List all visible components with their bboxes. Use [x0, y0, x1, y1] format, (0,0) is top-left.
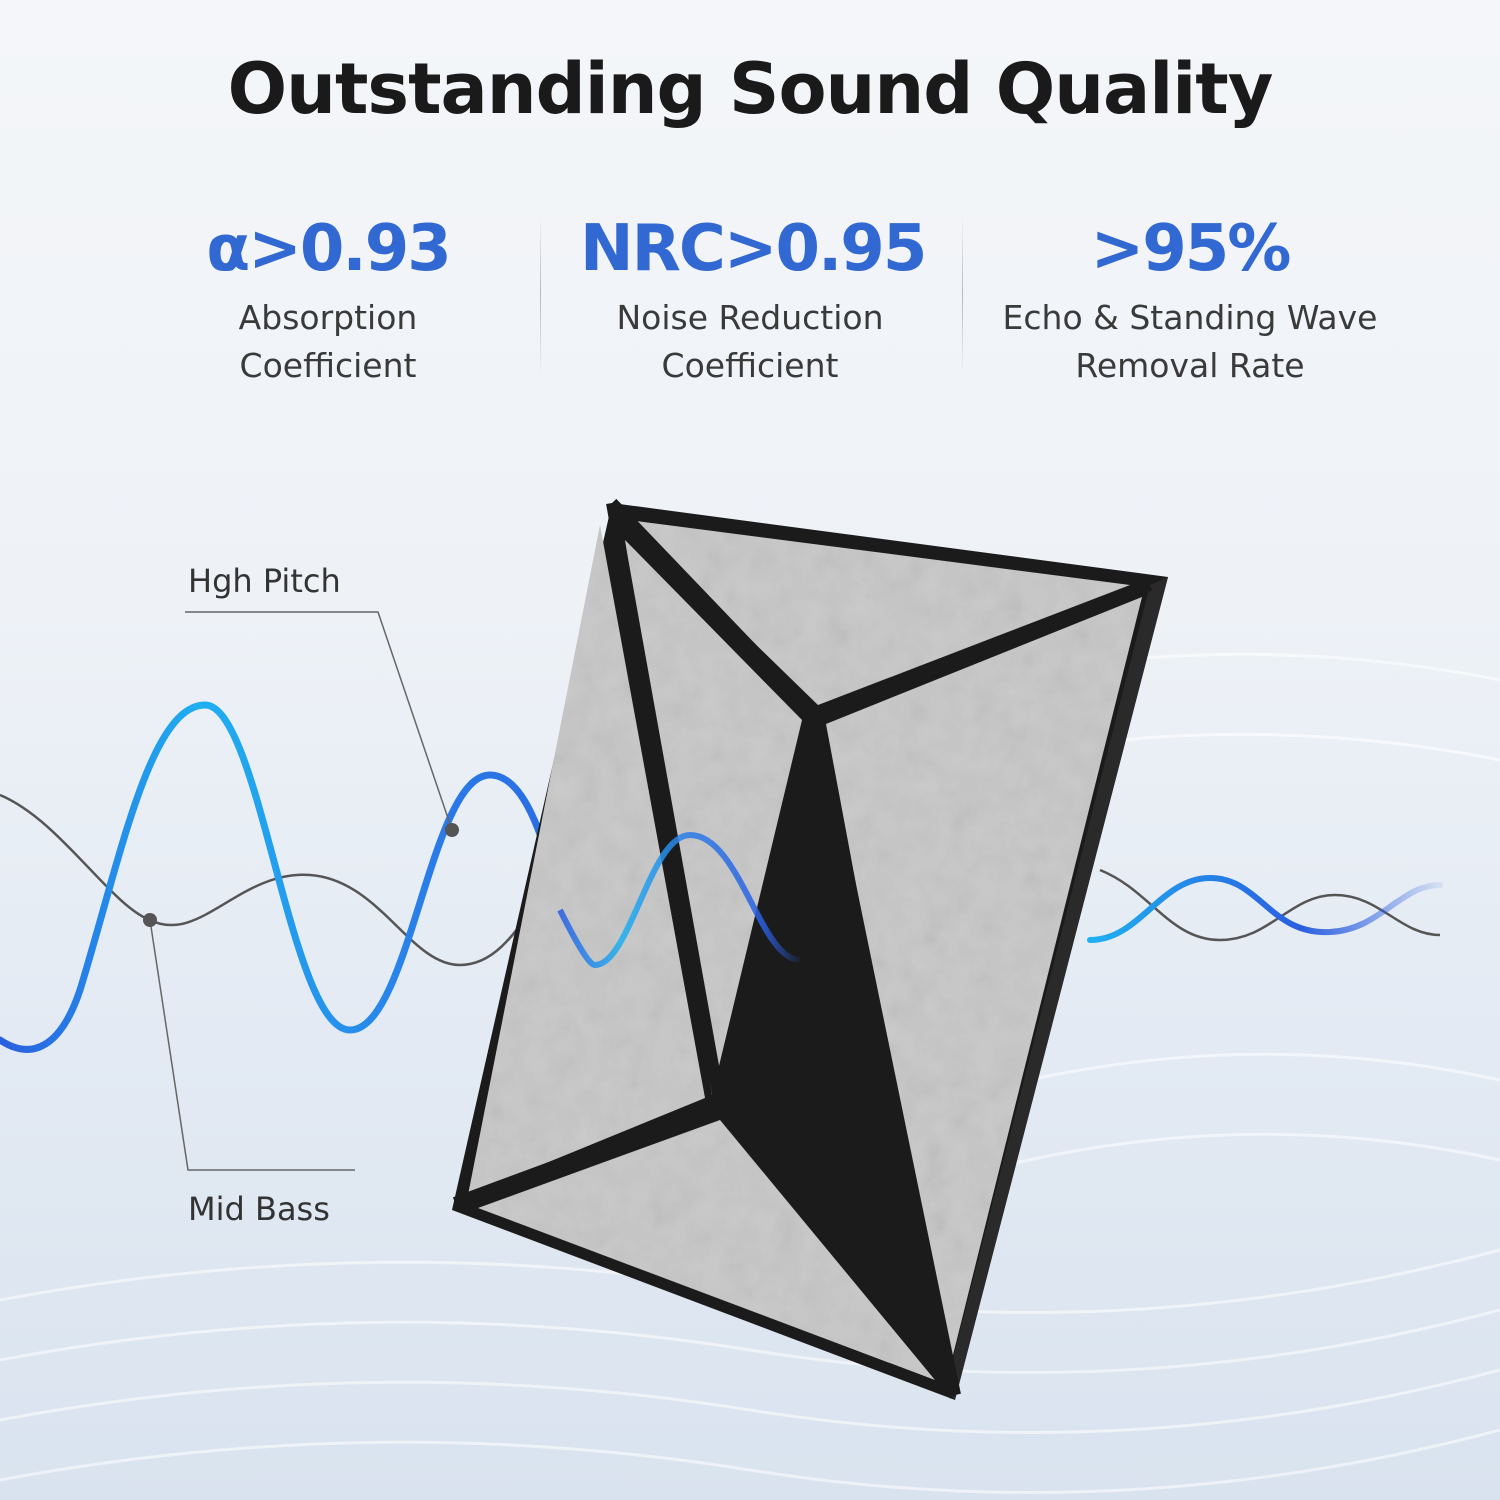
- stat-label: Absorption: [238, 298, 418, 337]
- stat-label: Coefficient: [661, 346, 839, 385]
- mid-bass-marker: [143, 913, 157, 927]
- high-pitch-label: Hgh Pitch: [188, 562, 341, 600]
- divider: [962, 215, 963, 375]
- stat-value: >95%: [1090, 212, 1292, 286]
- stat-label: Removal Rate: [1075, 346, 1305, 385]
- divider: [540, 215, 541, 375]
- stat-label: Coefficient: [239, 346, 417, 385]
- acoustic-panel: [452, 498, 1168, 1400]
- stat-label: Noise Reduction: [616, 298, 884, 337]
- stat-echo-removal: >95% Echo & Standing Wave Removal Rate: [975, 210, 1405, 390]
- stat-absorption: α>0.93 Absorption Coefficient: [188, 210, 468, 390]
- stat-value: NRC>0.95: [580, 212, 927, 286]
- high-pitch-marker: [445, 823, 459, 837]
- stat-nrc: NRC>0.95 Noise Reduction Coefficient: [580, 210, 927, 390]
- high-pitch-wave-after: [1087, 874, 1443, 943]
- mid-bass-wave-after: [1099, 868, 1441, 942]
- high-pitch-callout-line: [185, 611, 453, 831]
- stat-value: α>0.93: [206, 212, 452, 286]
- stat-label: Echo & Standing Wave: [1002, 298, 1378, 337]
- mid-bass-callout-line: [149, 919, 355, 1171]
- page-title: Outstanding Sound Quality: [227, 48, 1274, 130]
- mid-bass-label: Mid Bass: [188, 1190, 330, 1228]
